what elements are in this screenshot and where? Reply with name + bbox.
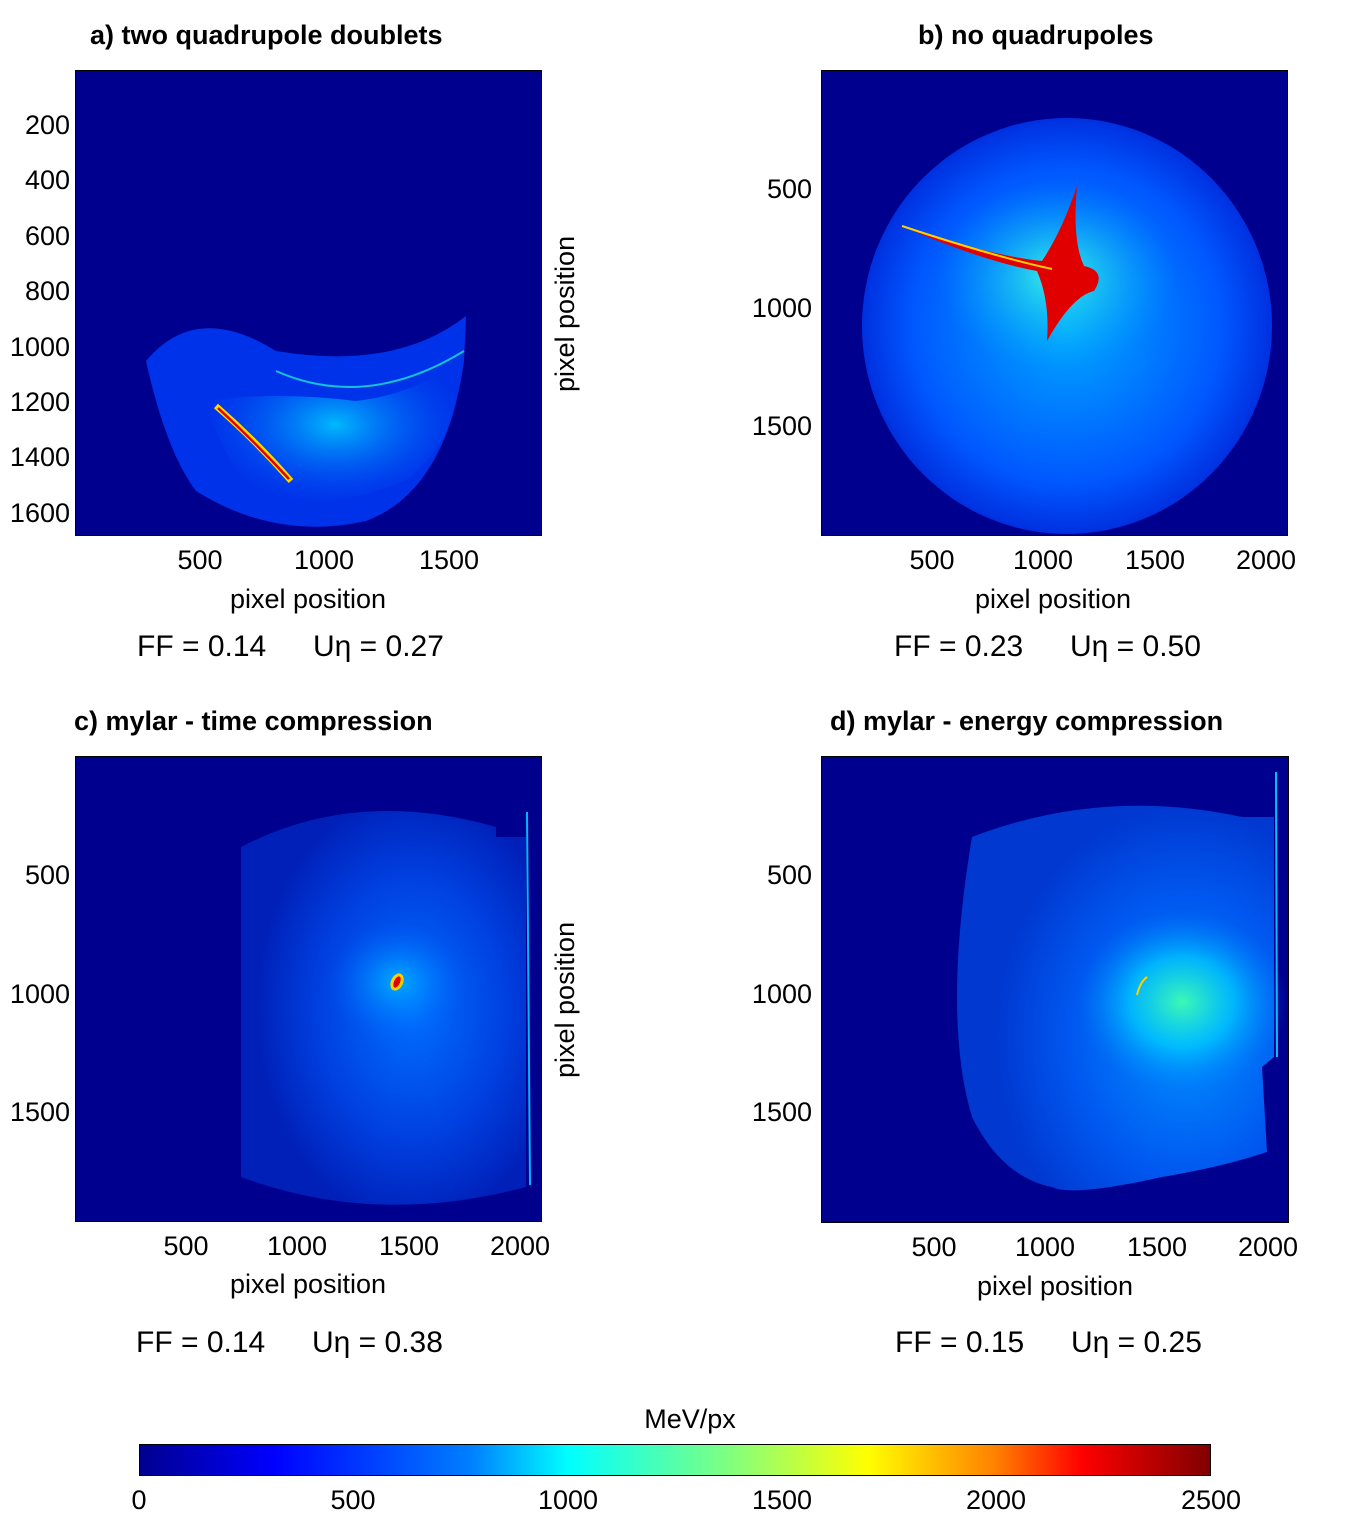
panel-b-xtick-label: 500: [909, 545, 955, 575]
panel-b-ytick-label: 500: [766, 174, 812, 204]
panel-c-hot-spot: [393, 976, 401, 988]
panel-b-ytick-label: 1500: [751, 411, 812, 441]
panel-a-ytick-label: 1000: [9, 332, 70, 362]
panel-a-ueta-value: Uη = 0.27: [313, 630, 444, 663]
panel-b-streak-edge: [901, 225, 1053, 270]
panel-a-title: a) two quadrupole doublets: [90, 20, 443, 50]
panel-c-xtick-label: 1000: [266, 1231, 328, 1261]
colorbar-label: MeV/px: [644, 1404, 736, 1434]
colorbar-tick-label: 1500: [751, 1485, 813, 1515]
panel-d-edge-line: [1275, 771, 1278, 1058]
panel-d-ytick-label: 500: [766, 860, 812, 890]
colorbar-tick-label: 2000: [965, 1485, 1027, 1515]
panel-c-ytick-label: 500: [24, 860, 70, 890]
panel-a-ytick-label: 400: [24, 165, 70, 195]
panel-d-heatmap: [821, 756, 1289, 1223]
colorbar-tick-label: 500: [330, 1485, 376, 1515]
panel-b-xaxis-title: pixel position: [974, 584, 1132, 614]
panel-a-heatmap: [75, 70, 542, 536]
panel-d-xtick-label: 2000: [1237, 1232, 1299, 1262]
panel-c-title: c) mylar - time compression: [74, 706, 433, 736]
panel-c-ytick-label: 1000: [9, 979, 70, 1009]
panel-a-ytick-label: 600: [24, 221, 70, 251]
panel-c-xtick-label: 500: [163, 1231, 209, 1261]
panel-d-ytick-label: 1500: [751, 1097, 812, 1127]
panel-a-ff-value: FF = 0.14: [137, 630, 267, 663]
panel-b-xtick-label: 2000: [1235, 545, 1297, 575]
panel-c-ueta-value: Uη = 0.38: [312, 1326, 443, 1359]
colorbar-tick-label: 2500: [1180, 1485, 1242, 1515]
panel-a-xtick-label: 1000: [293, 545, 355, 575]
panel-d-beam-glow: [1077, 912, 1287, 1092]
panel-a-ytick-label: 1600: [9, 498, 70, 528]
panel-a-ytick-label: 800: [24, 276, 70, 306]
panel-c-edge-line: [526, 811, 531, 1186]
panel-d-title: d) mylar - energy compression: [830, 706, 1224, 736]
panel-a-caustic-line: [275, 350, 465, 388]
panel-d-ueta-value: Uη = 0.25: [1071, 1326, 1202, 1359]
panel-b-ueta-value: Uη = 0.50: [1070, 630, 1201, 663]
panel-b-heatmap: [821, 70, 1288, 536]
panel-c-xtick-label: 2000: [489, 1231, 551, 1261]
panel-d-hot-streak: [1136, 976, 1148, 996]
panel-c-heatmap: [75, 756, 542, 1222]
panel-d-ff-value: FF = 0.15: [895, 1326, 1025, 1359]
panel-a-ytick-label: 1400: [9, 442, 70, 472]
panel-c-xaxis-title: pixel position: [229, 1269, 387, 1299]
panel-b-ytick-label: 1000: [751, 293, 812, 323]
panel-a-ytick-label: 200: [24, 110, 70, 140]
colorbar-tick-label: 0: [131, 1485, 147, 1515]
panel-a-xtick-label: 1500: [418, 545, 480, 575]
panel-b-title: b) no quadrupoles: [918, 20, 1154, 50]
panel-b-hot-region: [902, 186, 1099, 341]
panel-a-xtick-label: 500: [177, 545, 223, 575]
panel-d-xtick-label: 1000: [1014, 1232, 1076, 1262]
panel-d-xtick-label: 1500: [1126, 1232, 1188, 1262]
panel-c-ytick-label: 1500: [9, 1097, 70, 1127]
panel-d-xaxis-title: pixel position: [976, 1271, 1134, 1301]
panel-b-xtick-label: 1500: [1124, 545, 1186, 575]
panel-b-ff-value: FF = 0.23: [894, 630, 1024, 663]
panel-c-xtick-label: 1500: [378, 1231, 440, 1261]
panel-d-xtick-label: 500: [911, 1232, 957, 1262]
panel-a-xaxis-title: pixel position: [229, 584, 387, 614]
colorbar-tick-label: 1000: [537, 1485, 599, 1515]
panel-c-yaxis-title: pixel position: [550, 921, 580, 1078]
panel-a-ytick-label: 1200: [9, 387, 70, 417]
panel-d-ytick-label: 1000: [751, 979, 812, 1009]
panel-b-xtick-label: 1000: [1012, 545, 1074, 575]
panel-c-ff-value: FF = 0.14: [136, 1326, 266, 1359]
panel-a-yaxis-title: pixel position: [550, 235, 580, 392]
panel-a-beam-core: [206, 346, 465, 504]
panel-a-hot-streak: [217, 407, 290, 480]
colorbar: [139, 1444, 1211, 1476]
